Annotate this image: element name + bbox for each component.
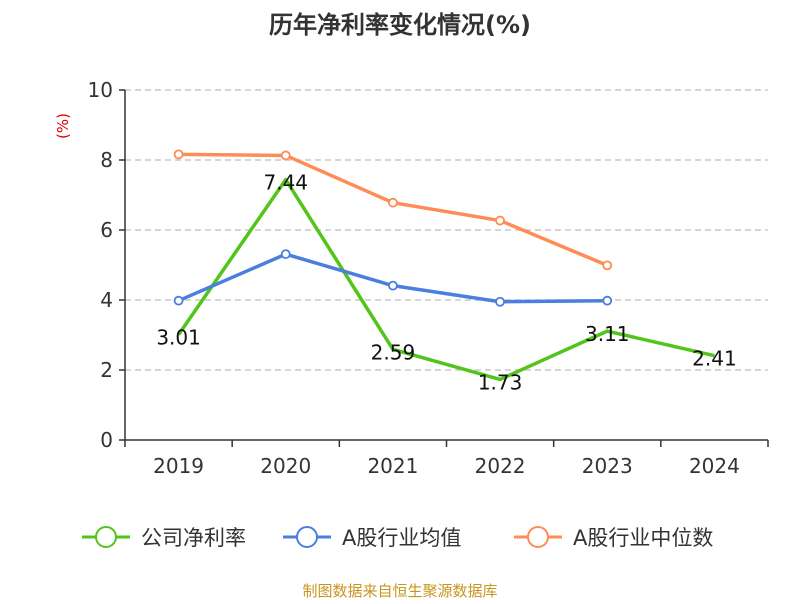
data-label: 3.01	[156, 326, 201, 350]
y-tick-label: 8	[100, 148, 113, 172]
data-point	[280, 249, 291, 260]
x-tick-label: 2020	[260, 454, 311, 478]
data-point	[388, 197, 398, 208]
y-tick-label: 4	[100, 288, 113, 312]
data-point	[495, 296, 505, 307]
series-line-2	[178, 152, 608, 267]
data-label: 7.44	[263, 171, 308, 195]
y-tick-label: 10	[88, 78, 113, 102]
data-label: 1.73	[478, 370, 523, 394]
data-point	[602, 295, 613, 306]
y-tick-label: 6	[100, 218, 113, 242]
x-tick-label: 2023	[582, 454, 633, 478]
legend-marker-icon	[95, 526, 117, 548]
legend-label: 公司净利率	[141, 526, 246, 550]
legend-label: A股行业均值	[342, 526, 461, 550]
chart-title: 历年净利率变化情况(%)	[269, 11, 531, 39]
y-tick-label: 2	[100, 358, 113, 382]
data-label: 2.59	[371, 340, 416, 364]
footer-source: 制图数据来自恒生聚源数据库	[302, 582, 497, 600]
data-label: 3.11	[585, 322, 630, 346]
data-point	[280, 150, 291, 161]
series-line-0	[177, 177, 715, 382]
x-tick-label: 2021	[367, 454, 418, 478]
x-tick-label: 2022	[475, 454, 526, 478]
legend-marker-icon	[296, 526, 318, 548]
y-axis-unit: (%)	[54, 113, 72, 139]
data-point	[173, 149, 184, 160]
legend-label: A股行业中位数	[573, 526, 713, 550]
legend-marker-icon	[527, 526, 549, 548]
data-label: 2.41	[692, 347, 737, 371]
y-tick-label: 0	[100, 428, 113, 452]
data-point	[495, 215, 505, 226]
series-line-1	[177, 252, 608, 304]
x-tick-label: 2019	[153, 454, 204, 478]
data-point	[388, 280, 398, 291]
data-point	[173, 295, 184, 306]
data-point	[602, 260, 613, 271]
x-tick-label: 2024	[689, 454, 740, 478]
